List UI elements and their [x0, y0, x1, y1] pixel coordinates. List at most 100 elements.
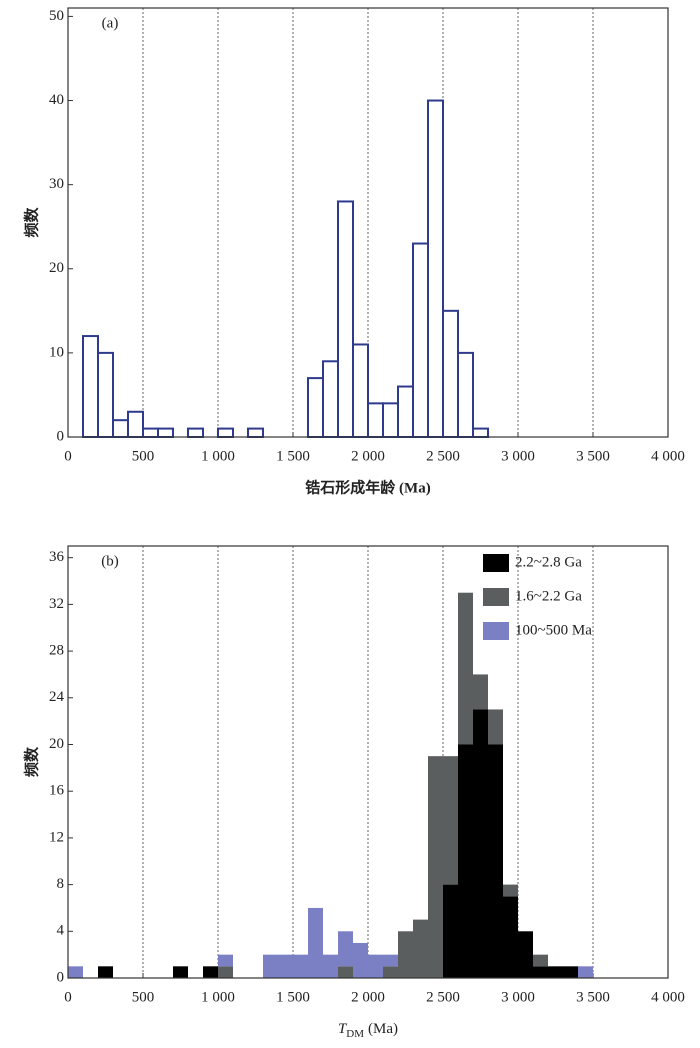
legend-label: 1.6~2.2 Ga: [515, 588, 582, 604]
bar: [353, 942, 368, 978]
bar: [352, 343, 369, 438]
bar: [458, 592, 473, 745]
bar: [307, 377, 324, 438]
x-tick-label: 2 500: [426, 448, 460, 464]
bar: [338, 931, 353, 967]
bar: [458, 744, 473, 978]
bar: [443, 884, 458, 978]
bar: [218, 954, 233, 967]
bar: [413, 919, 428, 978]
y-tick-label: 4: [57, 923, 65, 939]
bar: [218, 966, 233, 978]
y-tick-label: 40: [49, 92, 64, 108]
bar: [548, 966, 563, 978]
bar: [323, 954, 338, 978]
bar: [488, 744, 503, 978]
bar: [398, 931, 413, 978]
bar: [442, 309, 459, 438]
legend-swatch: [483, 554, 509, 572]
bar: [112, 419, 129, 439]
x-tick-label: 2 000: [351, 989, 385, 1005]
bar: [263, 954, 278, 978]
bar: [473, 709, 488, 978]
plot-frame: [67, 7, 669, 438]
bar: [428, 756, 443, 978]
x-tick-label: 2 000: [351, 448, 385, 464]
x-tick-label: 4 000: [651, 448, 685, 464]
x-axis-label-unit: (Ma): [368, 1021, 398, 1037]
y-tick-label: 20: [49, 260, 64, 276]
y-tick-label: 30: [49, 176, 64, 192]
x-tick-label: 1 500: [276, 989, 310, 1005]
bar: [563, 966, 578, 978]
x-tick-label: 3 500: [576, 989, 610, 1005]
x-tick-label: 1 000: [201, 989, 235, 1005]
bar: [518, 931, 533, 978]
x-tick-label: 1 000: [201, 448, 235, 464]
bar: [472, 427, 489, 438]
x-axis-label-sub: DM: [346, 1028, 364, 1040]
y-tick-label: 10: [49, 344, 64, 360]
x-tick-label: 3 500: [576, 448, 610, 464]
bar: [443, 756, 458, 885]
bar: [488, 709, 503, 745]
bar: [473, 674, 488, 710]
y-axis-label: 频数: [22, 746, 40, 777]
panel-label: (b): [101, 553, 119, 569]
y-tick-label: 16: [49, 783, 65, 799]
legend-swatch: [483, 588, 509, 606]
x-axis-label: TDM (Ma): [338, 1021, 398, 1039]
bar: [322, 360, 339, 439]
y-tick-label: 12: [49, 829, 64, 845]
y-tick-label: 0: [57, 969, 65, 985]
bar: [367, 402, 384, 438]
x-tick-label: 0: [64, 989, 72, 1005]
legend-label: 100~500 Ma: [515, 622, 592, 638]
bar: [397, 385, 414, 439]
bar: [97, 351, 114, 438]
bar: [503, 896, 518, 978]
x-tick-label: 1 500: [276, 448, 310, 464]
bar: [533, 954, 548, 967]
y-tick-label: 50: [49, 8, 64, 24]
bar: [98, 966, 113, 978]
x-tick-label: 2 500: [426, 989, 460, 1005]
x-axis-label: 锆石形成年龄 (Ma): [305, 478, 430, 496]
bar: [217, 427, 234, 438]
plot-frame: [67, 545, 669, 979]
bar: [68, 966, 83, 978]
bar: [337, 200, 354, 438]
bar: [457, 351, 474, 438]
bar: [412, 242, 429, 438]
bar: [142, 427, 159, 438]
x-tick-label: 500: [132, 989, 155, 1005]
bar: [382, 402, 399, 438]
bar: [187, 427, 204, 438]
y-tick-label: 36: [49, 549, 65, 565]
bar: [247, 427, 264, 438]
bar: [338, 966, 353, 978]
bar: [383, 954, 398, 967]
x-tick-label: 0: [64, 448, 72, 464]
bar: [278, 954, 293, 978]
x-tick-label: 3 000: [501, 989, 535, 1005]
bar: [173, 966, 188, 978]
bar: [308, 907, 323, 978]
bar: [383, 966, 398, 978]
panel-label: (a): [102, 15, 119, 31]
bar: [127, 410, 144, 439]
bar: [293, 954, 308, 978]
bar: [368, 954, 383, 978]
bar: [82, 335, 99, 439]
x-axis-label-main: T: [338, 1021, 348, 1037]
y-tick-label: 20: [49, 736, 64, 752]
bar: [203, 966, 218, 978]
y-tick-label: 0: [57, 428, 65, 444]
bar: [503, 884, 518, 897]
bar: [578, 966, 593, 978]
bar: [157, 427, 174, 438]
x-tick-label: 3 000: [501, 448, 535, 464]
x-tick-label: 4 000: [651, 989, 685, 1005]
y-axis-label: 频数: [22, 207, 40, 238]
